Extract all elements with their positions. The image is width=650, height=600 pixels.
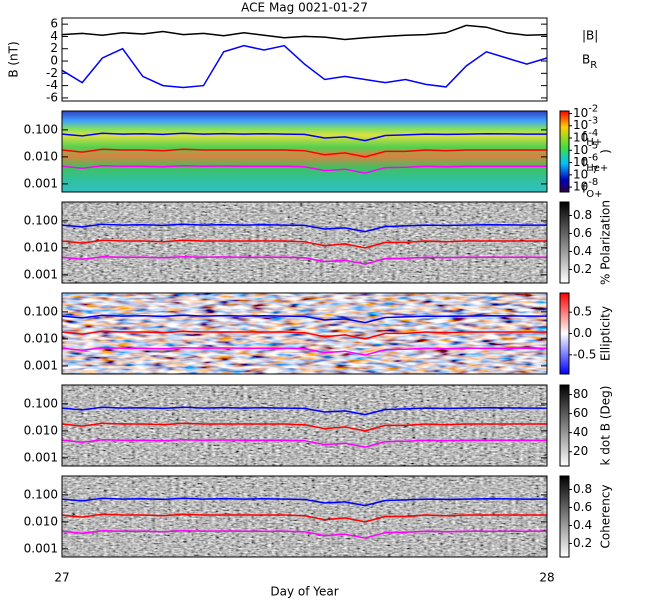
y-tick-label: -4 [46,78,58,92]
colorbar-tick-label: 20 [573,444,588,458]
series-line [61,255,547,265]
colorbar-tick-label: -0.5 [573,347,596,361]
series-line [61,330,547,340]
colorbar-tick-label: 0.2 [573,262,592,276]
x-axis-label: Day of Year [270,585,338,599]
colorbar-tick-label: 0.0 [573,326,592,340]
x-tick-label: 28 [539,571,554,585]
spectrogram [62,293,547,374]
plot-frame [61,384,548,467]
series-line [61,513,547,523]
chart-title: ACE Mag 0021-01-27 [241,1,368,15]
y-tick-label: 0.100 [24,487,58,501]
y-axis-label: B (nT) [7,41,21,77]
y-tick-label: 4 [50,29,58,43]
spectrogram [62,202,547,283]
y-tick-label: 0.001 [24,358,58,372]
series-line [61,239,547,249]
colorbar-tick-label: 0.8 [573,208,592,222]
y-tick-label: 0.001 [24,267,58,281]
series-line [61,346,547,356]
spectrogram [62,111,547,192]
colorbar-tick-label: 0.4 [573,518,592,532]
series-line [61,164,547,174]
series-line [61,406,547,416]
y-tick-label: -2 [46,66,58,80]
series-line [61,44,548,89]
series-line [61,422,547,432]
colorbar-tick-label: 40 [573,425,588,439]
y-tick-label: 0.010 [24,423,58,437]
series-line [61,438,547,448]
legend-entry: |B| [582,29,598,43]
plot-frame [61,201,548,284]
colorbar-tick-label: 0.4 [573,244,592,258]
colorbar [559,201,570,284]
x-tick-label: 27 [54,571,69,585]
y-tick-label: 0.100 [24,396,58,410]
y-tick-label: 0.010 [24,149,58,163]
y-tick-label: 0.010 [24,331,58,345]
series-line [61,497,547,507]
plot-frame [61,292,548,375]
y-tick-label: 0 [50,54,58,68]
series-line [61,314,547,324]
colorbar-label: Coherency [599,484,613,548]
spectrogram [62,476,547,557]
colorbar [559,292,570,375]
y-tick-label: 0.100 [24,122,58,136]
y-tick-label: 0.010 [24,240,58,254]
colorbar [559,475,570,558]
series-line [61,132,547,142]
y-tick-label: 0.001 [24,541,58,555]
y-tick-label: 0.100 [24,213,58,227]
colorbar-label: Ellipticity [599,306,613,361]
y-tick-label: 0.001 [24,450,58,464]
colorbar-label: % Polarization [599,200,613,285]
series-line [61,24,548,41]
colorbar-tick-label: 0.8 [573,482,592,496]
legend-entry: BR [582,53,597,72]
y-tick-label: 0.001 [24,176,58,190]
plot-frame [61,17,548,102]
colorbar-tick-label: 0.5 [573,305,592,319]
colorbar [559,110,570,193]
series-line [61,223,547,233]
y-tick-label: -6 [46,90,58,104]
colorbar-label: ) [599,149,613,154]
series-line [61,148,547,158]
colorbar [559,384,570,467]
spectrogram [62,385,547,466]
colorbar-label: k dot B (Deg) [599,386,613,466]
colorbar-tick-label: 60 [573,406,588,420]
colorbar-tick-label: 0.6 [573,500,592,514]
plot-frame [61,110,548,193]
series-line [61,529,547,539]
y-tick-label: 2 [50,41,58,55]
y-tick-label: 0.100 [24,304,58,318]
plot-frame [61,475,548,558]
colorbar-tick-label: 0.6 [573,226,592,240]
colorbar-tick-label: 80 [573,387,588,401]
y-tick-label: 6 [50,17,58,31]
colorbar-tick-label: 0.2 [573,536,592,550]
y-tick-label: 0.010 [24,514,58,528]
